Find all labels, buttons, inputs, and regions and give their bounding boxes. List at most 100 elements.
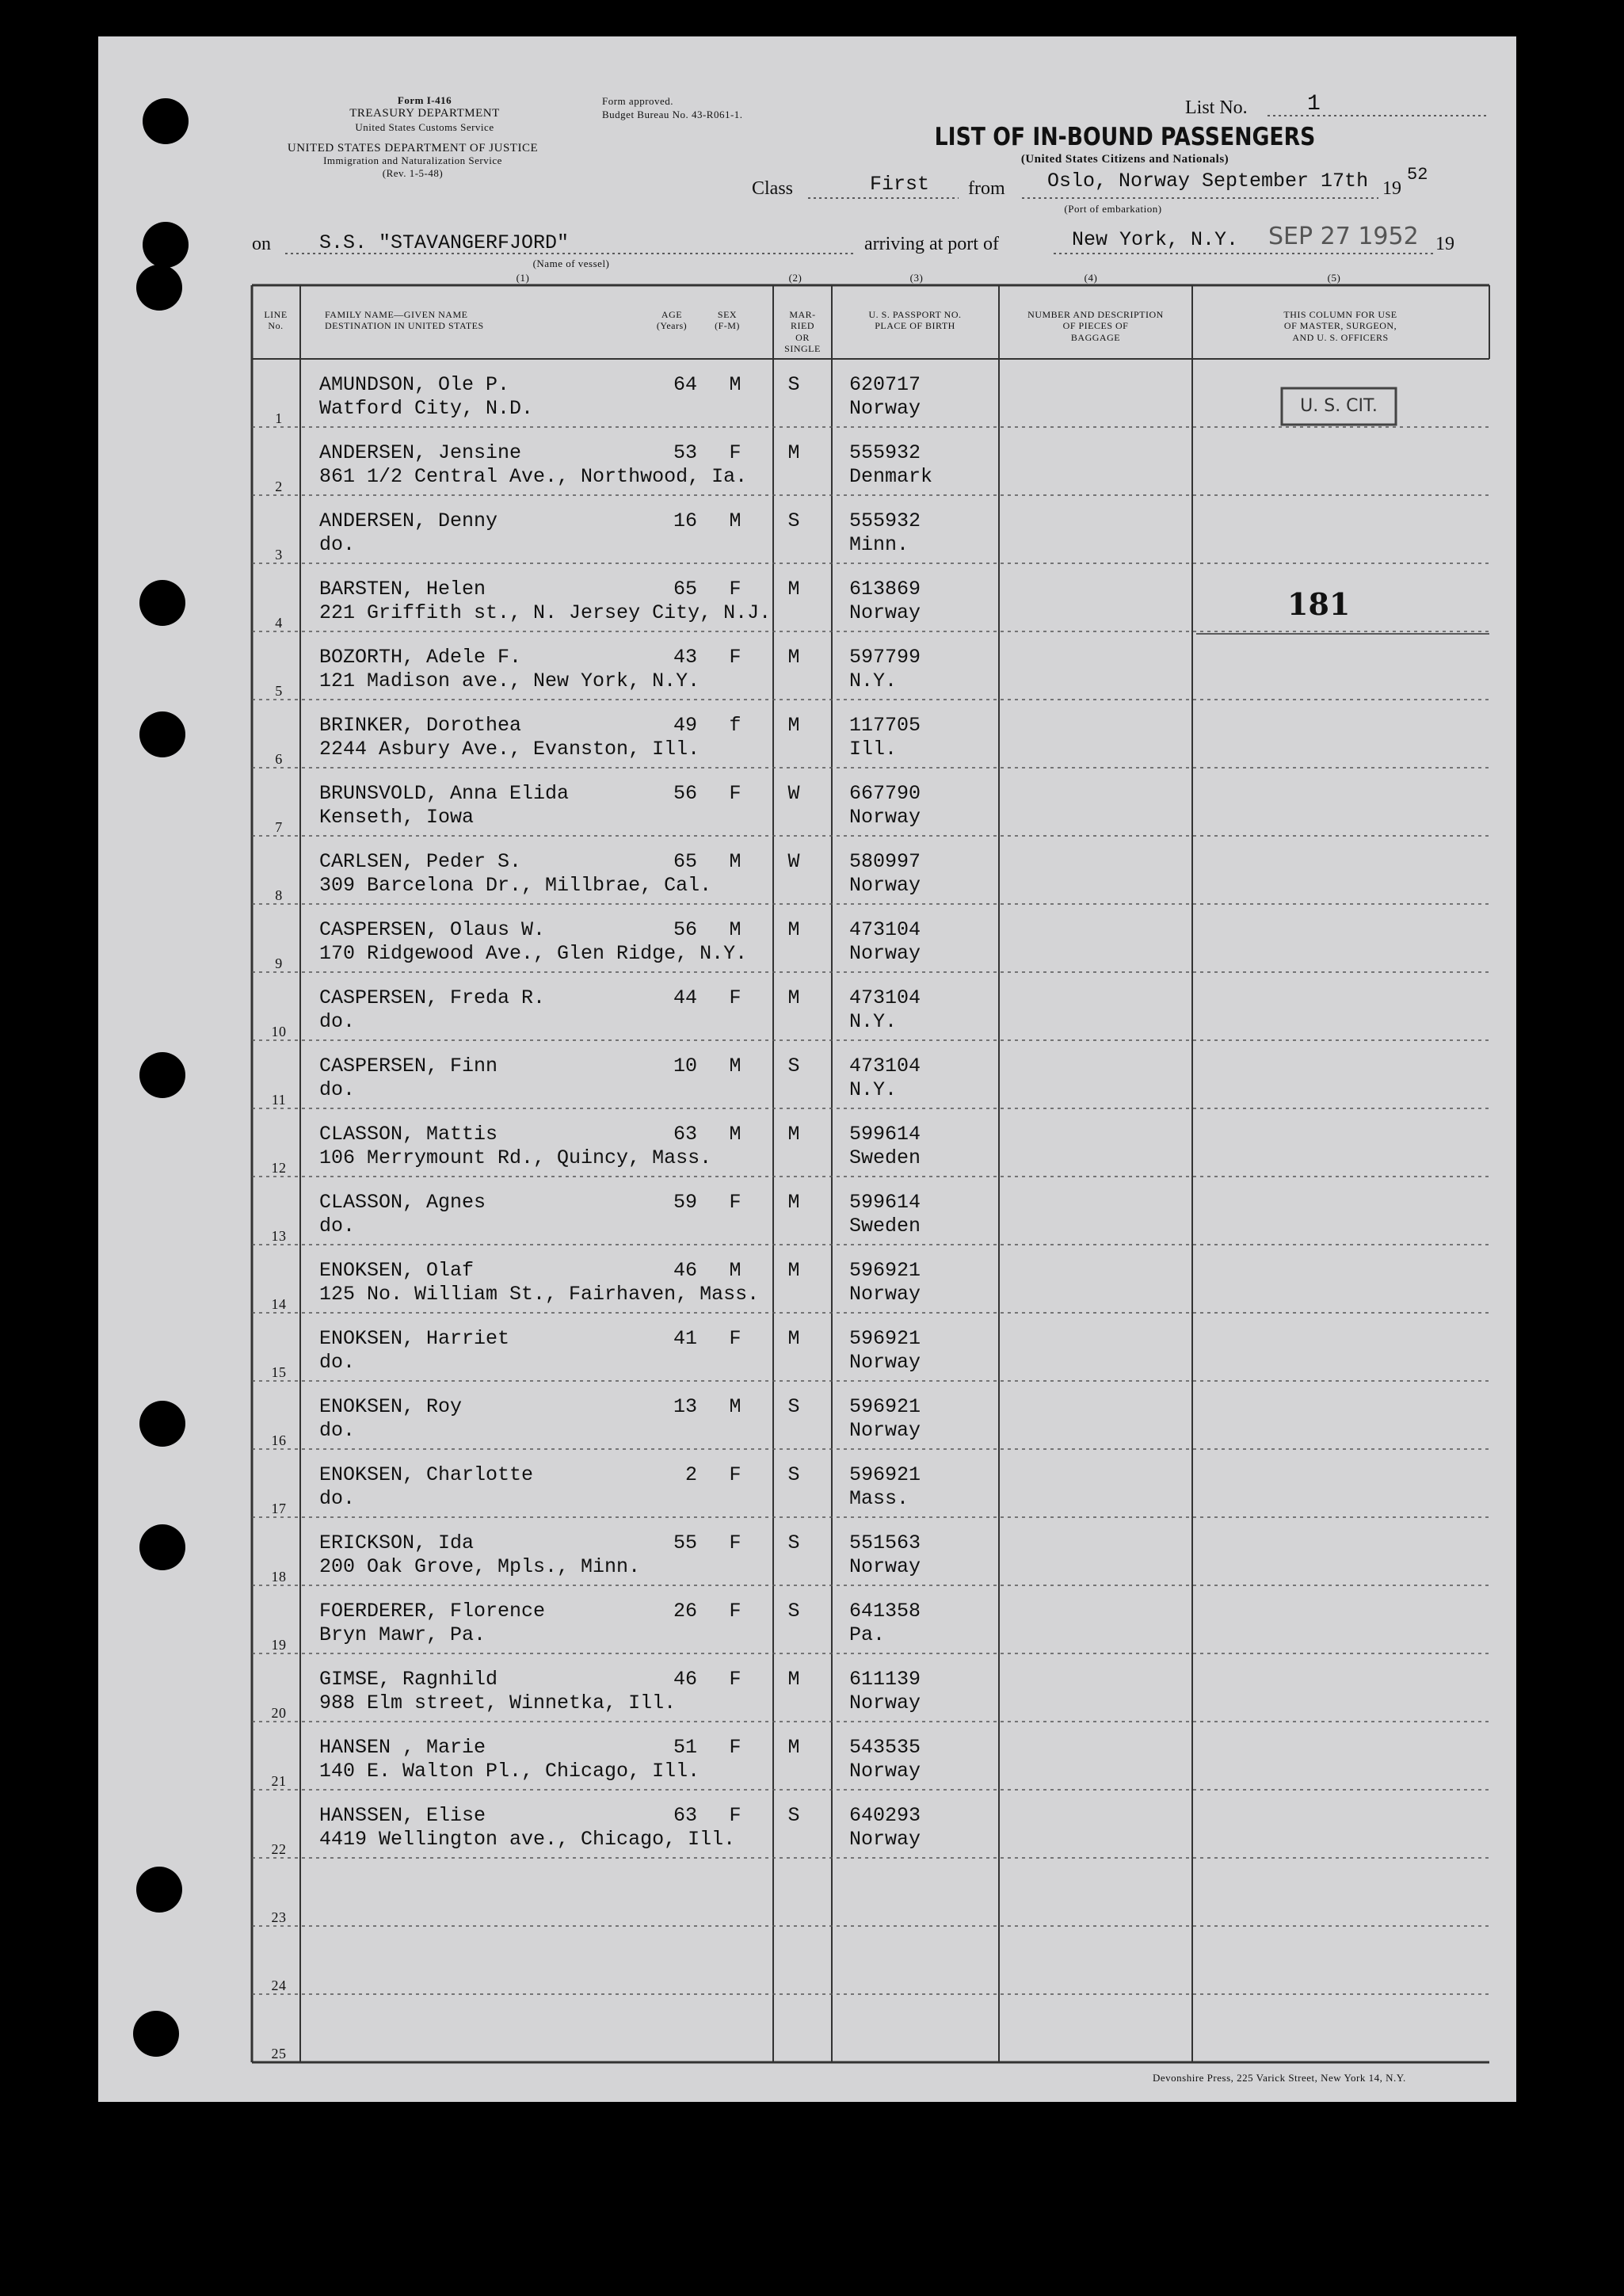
subtitle: (United States Citizens and Nationals) bbox=[1020, 153, 1229, 166]
sex: M bbox=[729, 1055, 741, 1077]
passenger-name: BRINKER, Dorothea bbox=[319, 714, 522, 737]
line-number: 2 bbox=[275, 479, 283, 494]
punch-hole bbox=[136, 265, 182, 311]
age: 56 bbox=[673, 782, 697, 805]
passport-number: 473104 bbox=[849, 986, 921, 1009]
line-number: 3 bbox=[275, 547, 283, 563]
label: on bbox=[252, 234, 271, 254]
passport-number: 611139 bbox=[849, 1668, 921, 1691]
passport-number: 555932 bbox=[849, 441, 921, 464]
line-number: 1 bbox=[275, 410, 283, 426]
place-of-birth: Norway bbox=[849, 397, 921, 420]
place-of-birth: Norway bbox=[849, 1760, 921, 1783]
age: 65 bbox=[673, 850, 697, 873]
line-number: 14 bbox=[271, 1296, 287, 1312]
age: 26 bbox=[673, 1600, 697, 1623]
marital-status: S bbox=[787, 509, 800, 532]
destination: do. bbox=[319, 1487, 356, 1510]
punch-hole bbox=[139, 1401, 185, 1447]
passport-number: 473104 bbox=[849, 1055, 921, 1077]
list-number: 1 bbox=[1307, 92, 1321, 116]
column-number: (4) bbox=[1084, 272, 1098, 284]
age: 64 bbox=[673, 373, 697, 396]
passenger-name: BARSTEN, Helen bbox=[319, 578, 486, 601]
marital-status: M bbox=[787, 1327, 800, 1350]
marital-status: M bbox=[787, 1736, 800, 1759]
place-of-birth: N.Y. bbox=[849, 669, 898, 692]
place-of-birth: Pa. bbox=[849, 1623, 886, 1646]
passenger-name: BOZORTH, Adele F. bbox=[319, 646, 522, 669]
passenger-name: CARLSEN, Peder S. bbox=[319, 850, 522, 873]
age: 49 bbox=[673, 714, 697, 737]
age: 16 bbox=[673, 509, 697, 532]
punch-hole bbox=[139, 580, 185, 626]
age: 65 bbox=[673, 578, 697, 601]
sex: M bbox=[729, 373, 741, 396]
punch-hole bbox=[139, 1524, 185, 1570]
column-number: (1) bbox=[516, 272, 530, 284]
age: 51 bbox=[673, 1736, 697, 1759]
marital-status: M bbox=[787, 441, 800, 464]
line-number: 4 bbox=[275, 615, 283, 631]
passenger-name: ENOKSEN, Charlotte bbox=[319, 1463, 534, 1486]
age: 43 bbox=[673, 646, 697, 669]
class: First bbox=[870, 173, 930, 196]
line-number: 5 bbox=[275, 683, 283, 699]
destination: 4419 Wellington ave., Chicago, Ill. bbox=[319, 1828, 736, 1851]
marital-status: S bbox=[787, 373, 800, 396]
passport-number: 555932 bbox=[849, 509, 921, 532]
punch-hole bbox=[143, 222, 189, 268]
age: 2 bbox=[684, 1463, 697, 1486]
paper bbox=[98, 36, 1516, 2102]
age: 59 bbox=[673, 1191, 697, 1214]
sex: M bbox=[729, 918, 741, 941]
passport-number: 667790 bbox=[849, 782, 921, 805]
marital-status: M bbox=[787, 1123, 800, 1146]
port-of-embarkation: Oslo, Norway September 17th bbox=[1047, 170, 1369, 193]
passport-number: 596921 bbox=[849, 1327, 921, 1350]
column-header: U. S. PASSPORT NO. PLACE OF BIRTH bbox=[868, 309, 962, 332]
destination: do. bbox=[319, 533, 356, 556]
destination: do. bbox=[319, 1419, 356, 1442]
column-header: NUMBER AND DESCRIPTION OF PIECES OF BAGG… bbox=[1027, 309, 1164, 343]
destination: 309 Barcelona Dr., Millbrae, Cal. bbox=[319, 874, 712, 897]
passenger-name: CLASSON, Mattis bbox=[319, 1123, 498, 1146]
destination: 106 Merrymount Rd., Quincy, Mass. bbox=[319, 1146, 712, 1169]
destination: do. bbox=[319, 1010, 356, 1033]
sex: F bbox=[729, 1600, 741, 1623]
passenger-name: ENOKSEN, Olaf bbox=[319, 1259, 475, 1282]
punch-hole bbox=[133, 2011, 179, 2057]
place-of-birth: Ill. bbox=[849, 738, 898, 761]
revision: (Rev. 1-5-48) bbox=[382, 167, 444, 179]
column-header: LINE No. bbox=[264, 309, 288, 332]
passport-number: 596921 bbox=[849, 1259, 921, 1282]
line-number: 21 bbox=[271, 1773, 287, 1789]
marital-status: S bbox=[787, 1804, 800, 1827]
budget-number: Budget Bureau No. 43-R061-1. bbox=[602, 109, 743, 120]
column-number: (5) bbox=[1327, 272, 1341, 284]
note: (Port of embarkation) bbox=[1064, 203, 1162, 215]
passport-number: 551563 bbox=[849, 1531, 921, 1554]
passenger-name: ANDERSEN, Jensine bbox=[319, 441, 522, 464]
footer: Devonshire Press, 225 Varick Street, New… bbox=[1153, 2072, 1406, 2084]
line-number: 25 bbox=[271, 2046, 287, 2061]
punch-hole bbox=[143, 98, 189, 144]
passenger-name: BRUNSVOLD, Anna Elida bbox=[319, 782, 570, 805]
punch-hole bbox=[139, 1052, 185, 1098]
age: 46 bbox=[673, 1259, 697, 1282]
count: 181 bbox=[1287, 586, 1351, 622]
place-of-birth: Norway bbox=[849, 1351, 921, 1374]
passenger-name: HANSEN , Marie bbox=[319, 1736, 486, 1759]
destination: do. bbox=[319, 1215, 356, 1238]
destination: do. bbox=[319, 1078, 356, 1101]
destination: Bryn Mawr, Pa. bbox=[319, 1623, 486, 1646]
sex: F bbox=[729, 1736, 741, 1759]
service: United States Customs Service bbox=[355, 121, 494, 133]
citizen-stamp: U. S. CIT. bbox=[1300, 396, 1378, 416]
sex: M bbox=[729, 509, 741, 532]
passport-number: 599614 bbox=[849, 1123, 921, 1146]
punch-hole bbox=[136, 1867, 182, 1913]
marital-status: M bbox=[787, 714, 800, 737]
marital-status: M bbox=[787, 986, 800, 1009]
